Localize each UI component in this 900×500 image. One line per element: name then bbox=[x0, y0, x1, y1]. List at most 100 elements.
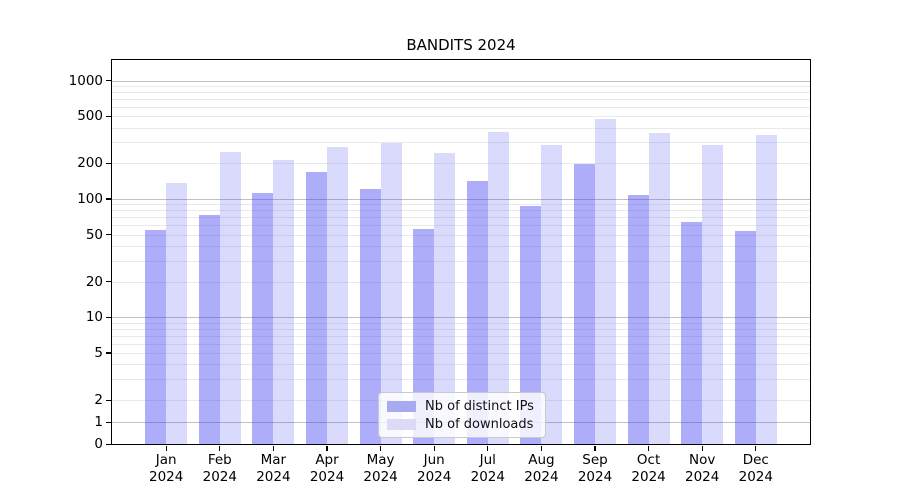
bar-downloads-oct bbox=[648, 132, 670, 444]
x-tick-month: Aug bbox=[528, 452, 555, 468]
y-tick-label: 100 bbox=[77, 190, 103, 207]
grid-minor-line bbox=[112, 163, 810, 165]
x-tick-year: 2024 bbox=[631, 469, 666, 485]
x-tick-month: Nov bbox=[689, 452, 716, 468]
x-tick-label: Nov 2024 bbox=[672, 452, 732, 486]
x-tick-label: May 2024 bbox=[351, 452, 411, 486]
x-tick-month: Jan bbox=[155, 452, 177, 468]
y-tick-label: 10 bbox=[85, 309, 103, 326]
y-tick-mark bbox=[106, 162, 111, 164]
grid-minor-line bbox=[112, 98, 810, 100]
bar-downloads-aug bbox=[541, 144, 563, 444]
grid-minor-line bbox=[112, 92, 810, 94]
bar-downloads-jul bbox=[487, 131, 509, 444]
x-tick-mark bbox=[326, 445, 328, 451]
bar-distinct-ips-feb bbox=[198, 215, 220, 444]
x-tick-label: Oct 2024 bbox=[619, 452, 679, 486]
legend-swatch-distinct-ips-icon bbox=[387, 400, 416, 412]
grid-major-line bbox=[112, 198, 810, 200]
bar-downloads-dec bbox=[755, 134, 777, 444]
bar-distinct-ips-mar bbox=[252, 193, 274, 444]
x-tick-month: Mar bbox=[260, 452, 287, 468]
x-tick-month: Dec bbox=[742, 452, 769, 468]
y-tick-label: 200 bbox=[77, 155, 103, 172]
grid-minor-line bbox=[112, 142, 810, 144]
grid-minor-line bbox=[112, 217, 810, 219]
grid-minor-line bbox=[112, 234, 810, 236]
y-tick-mark bbox=[106, 316, 111, 318]
y-tick-mark bbox=[106, 80, 111, 82]
x-tick-mark bbox=[380, 445, 382, 451]
grid-minor-line bbox=[112, 246, 810, 248]
x-tick-mark bbox=[165, 445, 167, 451]
x-tick-mark bbox=[487, 445, 489, 451]
y-tick-label: 1000 bbox=[68, 72, 103, 89]
grid-major-line bbox=[112, 317, 810, 319]
y-tick-mark bbox=[106, 115, 111, 117]
x-tick-year: 2024 bbox=[738, 469, 773, 485]
bar-distinct-ips-jul bbox=[466, 180, 488, 444]
grid-minor-line bbox=[112, 322, 810, 324]
bar-downloads-nov bbox=[702, 144, 724, 444]
x-tick-month: Apr bbox=[315, 452, 339, 468]
x-tick-month: Oct bbox=[636, 452, 661, 468]
grid-minor-line bbox=[112, 127, 810, 129]
bar-downloads-may bbox=[380, 142, 402, 444]
bar-distinct-ips-apr bbox=[306, 171, 327, 444]
grid-minor-line bbox=[112, 364, 810, 366]
x-tick-label: Dec 2024 bbox=[726, 452, 786, 486]
x-tick-year: 2024 bbox=[149, 469, 184, 485]
bar-distinct-ips-may bbox=[359, 188, 381, 444]
x-tick-year: 2024 bbox=[309, 469, 345, 485]
y-tick-mark bbox=[106, 443, 111, 445]
bar-downloads-jan bbox=[166, 182, 188, 444]
grid-minor-line bbox=[112, 379, 810, 381]
grid-minor-line bbox=[112, 116, 810, 118]
x-tick-year: 2024 bbox=[256, 469, 291, 485]
x-tick-mark bbox=[755, 445, 757, 451]
legend: Nb of distinct IPs Nb of downloads bbox=[378, 392, 546, 438]
bar-downloads-mar bbox=[273, 160, 295, 444]
y-tick-mark bbox=[106, 352, 111, 354]
x-tick-label: Feb 2024 bbox=[190, 452, 250, 486]
bar-distinct-ips-dec bbox=[734, 230, 756, 444]
legend-label-distinct-ips: Nb of distinct IPs bbox=[425, 398, 534, 414]
grid-minor-line bbox=[112, 85, 810, 87]
x-tick-label: Sep 2024 bbox=[565, 452, 625, 486]
x-tick-mark bbox=[701, 445, 703, 451]
grid-minor-line bbox=[112, 352, 810, 354]
grid-minor-line bbox=[112, 281, 810, 283]
grid-minor-line bbox=[112, 210, 810, 212]
x-tick-label: Jul 2024 bbox=[458, 452, 518, 486]
bar-downloads-sep bbox=[595, 118, 616, 444]
x-tick-year: 2024 bbox=[363, 469, 398, 485]
x-tick-month: Sep bbox=[582, 452, 608, 468]
x-tick-month: Jun bbox=[423, 452, 445, 468]
grid-minor-line bbox=[112, 343, 810, 345]
grid-minor-line bbox=[112, 260, 810, 262]
x-tick-label: Apr 2024 bbox=[297, 452, 357, 486]
x-tick-mark bbox=[648, 445, 650, 451]
x-tick-mark bbox=[272, 445, 274, 451]
bar-downloads-apr bbox=[327, 146, 348, 444]
y-tick-mark bbox=[106, 281, 111, 283]
bar-distinct-ips-jun bbox=[413, 228, 435, 444]
bar-distinct-ips-sep bbox=[574, 164, 595, 444]
x-tick-year: 2024 bbox=[470, 469, 505, 485]
bar-distinct-ips-jan bbox=[145, 229, 167, 444]
x-tick-year: 2024 bbox=[202, 469, 237, 485]
y-tick-label: 2 bbox=[94, 392, 103, 408]
grid-major-line bbox=[112, 80, 810, 82]
x-tick-month: May bbox=[366, 452, 395, 468]
x-tick-year: 2024 bbox=[417, 469, 452, 485]
grid-minor-line bbox=[112, 204, 810, 206]
y-tick-label: 20 bbox=[85, 273, 103, 290]
y-tick-label: 5 bbox=[94, 344, 103, 361]
y-tick-mark bbox=[106, 399, 111, 401]
legend-label-downloads: Nb of downloads bbox=[425, 416, 534, 432]
legend-item-distinct-ips: Nb of distinct IPs bbox=[387, 397, 537, 415]
x-tick-year: 2024 bbox=[685, 469, 720, 485]
y-tick-label: 50 bbox=[85, 226, 103, 243]
y-tick-mark bbox=[106, 421, 111, 423]
